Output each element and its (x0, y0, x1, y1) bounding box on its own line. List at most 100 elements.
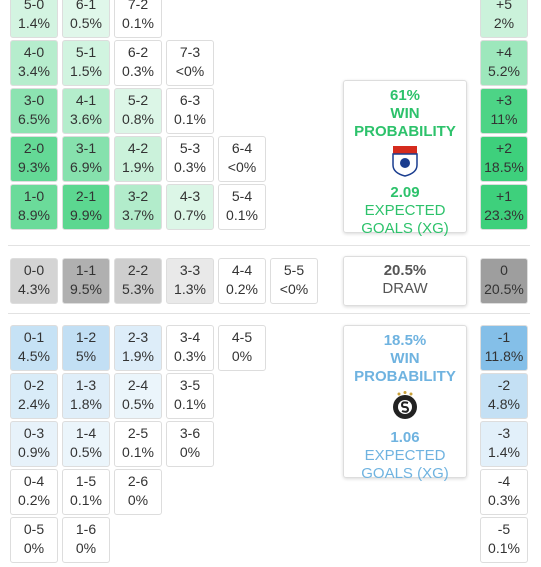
probability: 1.9% (122, 348, 154, 364)
probability: 1.5% (70, 63, 102, 79)
score-cell: 2-4 0.5% (114, 373, 162, 419)
score: 3-0 (23, 92, 45, 108)
score: 6-2 (127, 44, 149, 60)
draw-probability: 20.5% (383, 262, 427, 279)
home-xg-label: EXPECTED GOALS (XG) (361, 202, 449, 237)
score-cell: -3 1.4% (480, 421, 528, 467)
probability: 0.5% (70, 444, 102, 460)
probability: 11.8% (484, 348, 524, 364)
score-cell: 5-0 1.4% (10, 0, 58, 38)
probability: 0.1% (174, 111, 206, 127)
score: 1-4 (75, 425, 97, 441)
score: -2 (497, 377, 511, 393)
score: 2-0 (23, 140, 45, 156)
probability: <0% (175, 63, 205, 79)
score-cell: 1-4 0.5% (62, 421, 110, 467)
probability: 0.1% (122, 444, 154, 460)
probability: 0% (127, 492, 149, 508)
score: 7-3 (179, 44, 201, 60)
probability: 9.3% (18, 159, 50, 175)
score: 2-6 (127, 473, 149, 489)
score-cell: 3-3 1.3% (166, 258, 214, 304)
score-cell: -4 0.3% (480, 469, 528, 515)
probability: 2% (493, 15, 515, 31)
probability: 0.1% (488, 540, 520, 556)
home-summary: 61% WIN PROBABILITY 2.09 EXPECTED GOALS … (343, 80, 467, 237)
score: 7-2 (127, 0, 149, 12)
score-cell: 4-3 0.7% (166, 184, 214, 230)
score-cell: 3-4 0.3% (166, 325, 214, 371)
probability: 0.1% (174, 396, 206, 412)
score: 3-6 (179, 425, 201, 441)
score-cell: 0-1 4.5% (10, 325, 58, 371)
probability: 0% (231, 348, 253, 364)
score: 0-2 (23, 377, 45, 393)
score: 1-1 (75, 262, 97, 278)
score: 4-2 (127, 140, 149, 156)
score-cell: 2-5 0.1% (114, 421, 162, 467)
score: 2-3 (127, 329, 149, 345)
home-probability-label: WIN PROBABILITY (354, 105, 456, 140)
separator (8, 245, 530, 246)
home-probability: 61% (389, 87, 421, 104)
score: 6-3 (179, 92, 201, 108)
score: 5-5 (283, 262, 305, 278)
home-xg: 2.09 (390, 184, 420, 201)
score: 4-3 (179, 188, 201, 204)
score-cell: -2 4.8% (480, 373, 528, 419)
score: 5-4 (231, 188, 253, 204)
away-summary: 18.5% WIN PROBABILITY 1.06 EXPECTED GOAL… (343, 325, 467, 482)
probability: 1.4% (488, 444, 520, 460)
score-cell: 6-4 <0% (218, 136, 266, 182)
score-cell: 2-6 0% (114, 469, 162, 515)
probability: 9.9% (70, 207, 102, 223)
probability: 0.7% (174, 207, 206, 223)
probability: 4.8% (488, 396, 520, 412)
score-cell: 2-1 9.9% (62, 184, 110, 230)
score: 0-3 (23, 425, 45, 441)
score: 5-0 (23, 0, 45, 12)
probability: 5.2% (488, 63, 520, 79)
probability: 9.5% (70, 281, 102, 297)
probability: 23.3% (484, 207, 524, 223)
score-cell: 5-4 0.1% (218, 184, 266, 230)
score-cell: 3-0 6.5% (10, 88, 58, 134)
probability: 4.5% (18, 348, 50, 364)
score-cell: 4-5 0% (218, 325, 266, 371)
score-cell: 0-3 0.9% (10, 421, 58, 467)
score-cell: 1-5 0.1% (62, 469, 110, 515)
probability: 6.9% (70, 159, 102, 175)
score-cell: 0-4 0.2% (10, 469, 58, 515)
score-cell: 4-0 3.4% (10, 40, 58, 86)
probability: 0.2% (18, 492, 50, 508)
score-cell: 1-2 5% (62, 325, 110, 371)
score: +1 (496, 188, 512, 204)
probability: 0.8% (122, 111, 154, 127)
probability: 0.1% (70, 492, 102, 508)
score: 4-1 (75, 92, 97, 108)
probability: 0.5% (70, 15, 102, 31)
score-cell: 5-1 1.5% (62, 40, 110, 86)
score: 0-1 (23, 329, 45, 345)
away-logo (393, 391, 417, 419)
score: 2-1 (75, 188, 97, 204)
probability: 1.4% (18, 15, 50, 31)
score: 3-4 (179, 329, 201, 345)
probability: 0% (75, 540, 97, 556)
probability: 1.3% (174, 281, 206, 297)
score-cell: 1-3 1.8% (62, 373, 110, 419)
score: 6-1 (75, 0, 97, 12)
score: 1-0 (23, 188, 45, 204)
score-cell: 0-0 4.3% (10, 258, 58, 304)
score-cell: 5-2 0.8% (114, 88, 162, 134)
score-cell: +3 11% (480, 88, 528, 134)
score-cell: 0 20.5% (480, 258, 528, 304)
score: 0 (500, 262, 508, 278)
score-cell: -1 11.8% (480, 325, 528, 371)
probability: 6.5% (18, 111, 50, 127)
probability: 11% (490, 111, 518, 127)
probability: 0% (23, 540, 45, 556)
probability: 0.3% (174, 348, 206, 364)
score: +2 (496, 140, 512, 156)
score: -4 (497, 473, 511, 489)
